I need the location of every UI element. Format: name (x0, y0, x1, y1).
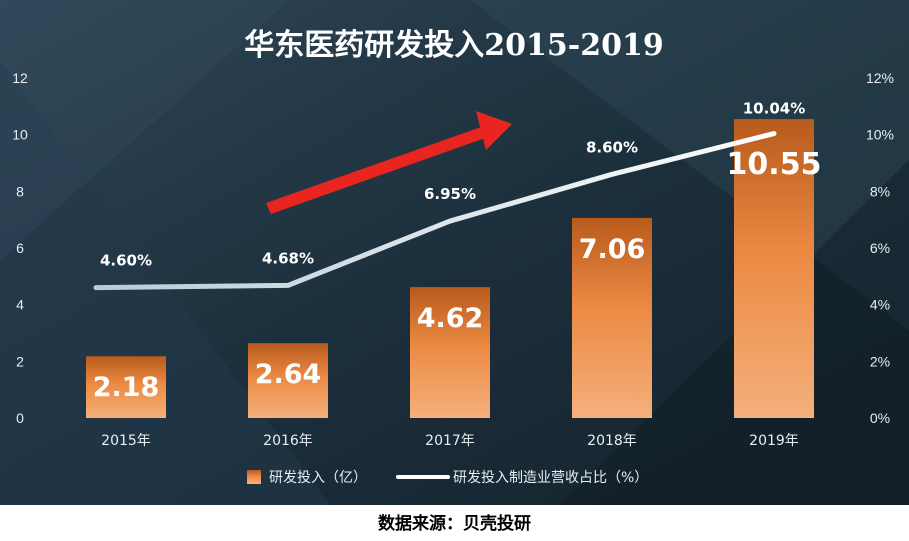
y-tick-left: 0 (16, 410, 24, 426)
chart-frame: 华东医药研发投入2015-2019 0 2 4 6 8 10 12 0% 2% 4% 6% 8% 10… (0, 0, 909, 505)
x-axis: 2015年 2016年 2017年 2018年 2019年 (101, 433, 799, 449)
chart: 华东医药研发投入2015-2019 0 2 4 6 8 10 12 0% 2% 4% 6% 8% 10… (0, 0, 909, 505)
y-axis-left: 0 2 4 6 8 10 12 (12, 70, 28, 426)
y-tick-left: 6 (16, 240, 24, 256)
bar-value-label: 10.55 (727, 147, 822, 182)
line-value-label: 4.60% (100, 252, 152, 270)
bar (734, 119, 814, 418)
y-tick-right: 10% (866, 127, 894, 143)
y-axis-right: 0% 2% 4% 6% 8% 10% 12% (866, 70, 894, 426)
line-value-label: 6.95% (424, 185, 476, 203)
chart-title: 华东医药研发投入2015-2019 (244, 28, 663, 63)
line-value-label: 4.68% (262, 249, 314, 267)
y-tick-right: 12% (866, 70, 894, 86)
y-tick-right: 0% (870, 410, 890, 426)
bg-facet-1 (0, 60, 330, 505)
bar-value-label: 7.06 (579, 234, 646, 265)
legend-label-bar: 研发投入（亿） (269, 470, 367, 486)
bar-value-label: 2.64 (255, 359, 322, 390)
source-note: 数据来源：贝壳投研 (378, 514, 531, 534)
x-tick-label: 2019年 (749, 433, 799, 449)
legend: 研发投入（亿） 研发投入制造业营收占比（%） (247, 470, 648, 486)
bar-value-label: 2.18 (93, 372, 160, 403)
line-value-label: 10.04% (743, 100, 805, 118)
ratio-line: 4.60% 4.68% 6.95% 8.60% 10.04% (93, 100, 805, 291)
y-tick-right: 2% (870, 353, 890, 369)
bars: 2.18 2.64 4.62 7.06 10.55 (86, 119, 821, 418)
x-tick-label: 2018年 (587, 433, 637, 449)
y-tick-right: 8% (870, 183, 890, 199)
bar (572, 217, 652, 418)
y-tick-left: 12 (12, 70, 28, 86)
line-value-label: 8.60% (586, 138, 638, 156)
y-tick-right: 6% (870, 240, 890, 256)
bar (248, 343, 328, 418)
bg-facet-4 (0, 0, 290, 260)
y-tick-right: 4% (870, 297, 890, 313)
y-tick-left: 8 (16, 183, 24, 199)
ratio-line-path (93, 131, 777, 291)
y-tick-left: 2 (16, 353, 24, 369)
trend-arrow-icon (266, 111, 512, 214)
y-tick-left: 4 (16, 297, 24, 313)
legend-swatch-bar (247, 470, 261, 484)
x-tick-label: 2015年 (101, 433, 151, 449)
x-tick-label: 2016年 (263, 433, 313, 449)
bar (410, 287, 490, 418)
y-tick-left: 10 (12, 127, 28, 143)
x-tick-label: 2017年 (425, 433, 475, 449)
legend-label-line: 研发投入制造业营收占比（%） (453, 470, 648, 486)
bar-value-label: 4.62 (417, 303, 484, 334)
bar (86, 356, 166, 418)
